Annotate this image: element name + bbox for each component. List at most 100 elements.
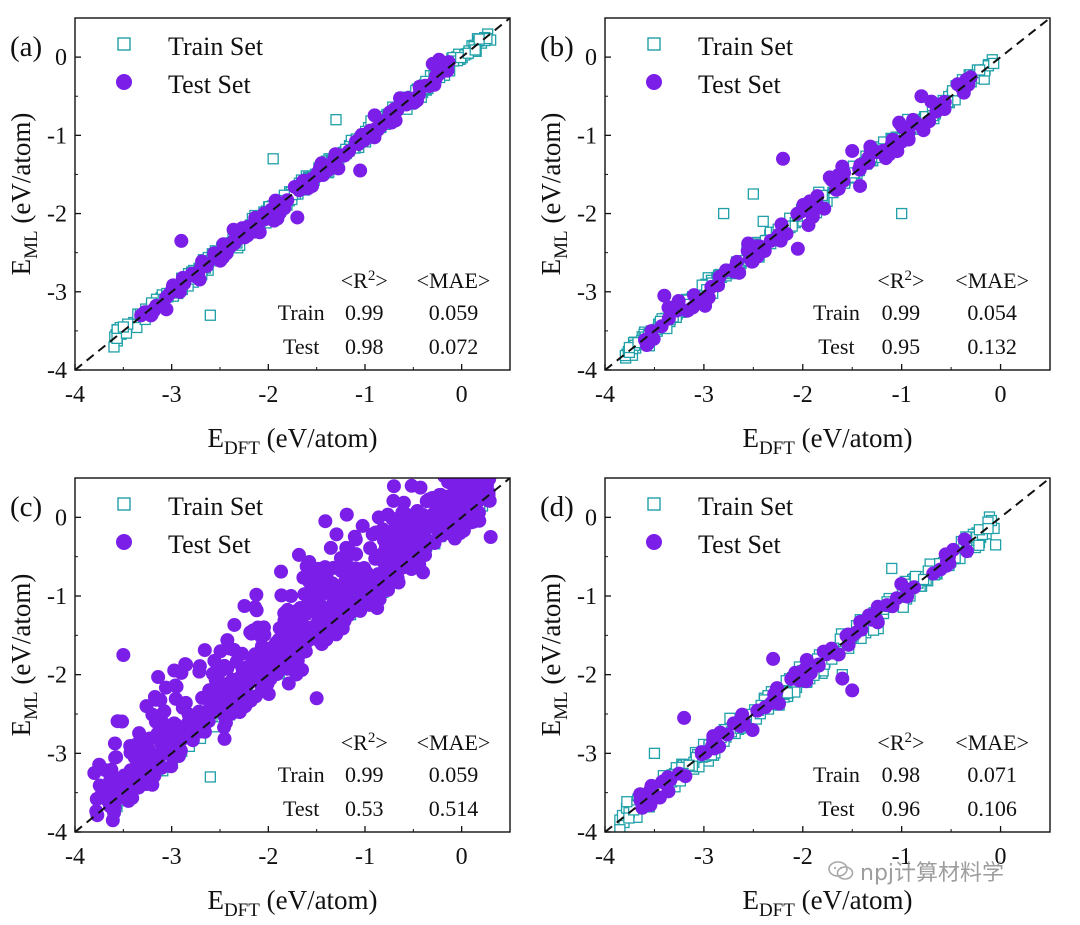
test-point bbox=[227, 617, 242, 632]
stats-mae-value: 0.072 bbox=[429, 334, 479, 359]
test-point bbox=[360, 577, 375, 592]
stats-row-label: Train bbox=[813, 300, 860, 325]
test-point bbox=[466, 454, 480, 468]
test-point bbox=[363, 541, 378, 556]
stats-mae-value: 0.059 bbox=[429, 762, 479, 787]
test-point bbox=[869, 612, 884, 627]
y-label-main: E bbox=[536, 720, 566, 737]
test-point bbox=[156, 747, 171, 762]
train-point bbox=[614, 824, 626, 832]
test-point bbox=[790, 206, 805, 221]
x-tick-label: -1 bbox=[355, 382, 375, 408]
test-point bbox=[776, 151, 790, 166]
legend: Train Set Test Set bbox=[646, 492, 794, 559]
test-point bbox=[395, 530, 410, 545]
y-tick-label: 0 bbox=[55, 505, 67, 531]
test-point bbox=[478, 437, 492, 451]
x-label-sub: DFT bbox=[224, 438, 260, 459]
stats-mae-value: 0.132 bbox=[967, 334, 1017, 359]
x-tick-label: 0 bbox=[456, 382, 468, 408]
stats-row-label: Test bbox=[283, 796, 319, 821]
y-tick-label: -2 bbox=[47, 663, 67, 689]
test-point bbox=[766, 651, 781, 666]
legend-test-label: Test Set bbox=[698, 530, 781, 559]
test-point bbox=[399, 558, 414, 573]
test-point bbox=[123, 763, 138, 778]
test-point bbox=[333, 561, 348, 576]
r2-header-sup: 2 bbox=[368, 730, 376, 746]
test-point bbox=[461, 423, 475, 437]
x-tick-label: -1 bbox=[892, 382, 912, 408]
test-point bbox=[333, 551, 348, 566]
test-point bbox=[455, 454, 469, 468]
train-point bbox=[886, 562, 898, 575]
test-point bbox=[123, 788, 138, 803]
test-point bbox=[788, 665, 803, 680]
train-point bbox=[718, 207, 730, 220]
stats-row-label: Train bbox=[278, 762, 325, 787]
diagonal-line bbox=[75, 478, 510, 832]
test-point bbox=[894, 577, 909, 592]
stats-header-mae: <MAE> bbox=[417, 268, 491, 293]
stats-header-mae: <MAE> bbox=[417, 730, 491, 755]
r2-header-a: <R bbox=[341, 268, 368, 293]
x-label-unit: (eV/atom) bbox=[795, 885, 913, 915]
test-point bbox=[371, 510, 386, 525]
test-point bbox=[884, 138, 899, 153]
y-tick-label: -1 bbox=[47, 584, 67, 610]
test-point bbox=[339, 507, 354, 522]
test-point bbox=[916, 123, 931, 138]
test-point bbox=[639, 338, 654, 353]
legend-train-marker bbox=[647, 497, 661, 511]
stats-mae-value: 0.106 bbox=[967, 796, 1017, 821]
y-label-sub: ML bbox=[21, 230, 42, 259]
x-label-sub: DFT bbox=[759, 900, 795, 921]
train-point bbox=[204, 771, 216, 783]
stats-r2-value: 0.98 bbox=[882, 762, 921, 787]
y-tick-label: -1 bbox=[577, 123, 597, 149]
test-point bbox=[164, 759, 179, 774]
test-point bbox=[290, 210, 305, 225]
stats-mae-value: 0.071 bbox=[967, 762, 1017, 787]
train-point bbox=[204, 309, 216, 321]
panel-label: (d) bbox=[540, 491, 574, 523]
legend-train-label: Train Set bbox=[168, 32, 264, 61]
test-point bbox=[217, 731, 232, 746]
test-point bbox=[323, 540, 338, 555]
axes-frame bbox=[74, 477, 511, 833]
test-point bbox=[835, 671, 850, 686]
r2-header-b: > bbox=[912, 268, 924, 293]
test-point bbox=[319, 632, 334, 647]
test-point bbox=[482, 427, 496, 441]
x-tick-label: -4 bbox=[595, 382, 615, 408]
test-point bbox=[478, 478, 486, 479]
test-point bbox=[116, 648, 131, 662]
test-point bbox=[824, 641, 839, 656]
test-point bbox=[355, 518, 370, 533]
test-point bbox=[799, 652, 814, 667]
test-point bbox=[349, 547, 364, 562]
y-tick-label: -4 bbox=[47, 358, 67, 384]
x-tick-label: -2 bbox=[258, 382, 278, 408]
test-point bbox=[959, 544, 974, 559]
test-point bbox=[805, 209, 820, 224]
test-point bbox=[197, 643, 212, 658]
test-point bbox=[396, 95, 411, 110]
test-point bbox=[446, 448, 460, 462]
x-tick-label: -3 bbox=[162, 844, 182, 870]
legend-train-marker bbox=[117, 497, 131, 511]
plot-area bbox=[75, 18, 510, 370]
test-point bbox=[207, 653, 222, 668]
test-point bbox=[811, 657, 826, 672]
test-point bbox=[381, 582, 396, 597]
test-point bbox=[151, 670, 166, 685]
legend-train-label: Train Set bbox=[168, 492, 264, 521]
test-point bbox=[482, 442, 496, 456]
test-point bbox=[318, 560, 333, 575]
ticks: -4 -3 -2 -1 0 -4 -3 -2 -1 0 bbox=[47, 45, 468, 408]
diagonal-line bbox=[605, 18, 1050, 370]
test-point bbox=[247, 624, 262, 639]
test-point bbox=[657, 288, 672, 303]
test-point bbox=[218, 715, 233, 730]
